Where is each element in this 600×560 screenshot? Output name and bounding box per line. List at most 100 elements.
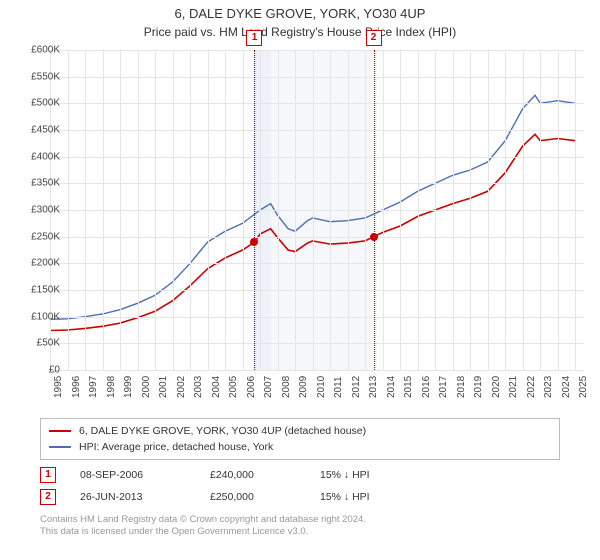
x-axis-label: 2016	[421, 376, 432, 398]
x-axis-label: 1997	[88, 376, 99, 398]
gridline-h	[50, 157, 584, 158]
gridline-v	[225, 50, 226, 370]
gridline-v	[575, 50, 576, 370]
sale-marker-icon: 2	[40, 489, 56, 505]
sale-price: £250,000	[210, 491, 320, 503]
gridline-v	[505, 50, 506, 370]
x-axis-label: 2017	[438, 376, 449, 398]
x-axis-label: 2019	[473, 376, 484, 398]
y-axis-label: £600K	[14, 45, 60, 56]
gridline-v	[330, 50, 331, 370]
gridline-h	[50, 103, 584, 104]
gridline-v	[278, 50, 279, 370]
x-axis-label: 2022	[526, 376, 537, 398]
x-axis-label: 2025	[578, 376, 589, 398]
y-axis-label: £300K	[14, 205, 60, 216]
sale-dot	[250, 238, 258, 246]
gridline-v	[488, 50, 489, 370]
sale-diff: 15% ↓ HPI	[320, 469, 430, 481]
gridline-h	[50, 50, 584, 51]
x-axis-label: 2005	[228, 376, 239, 398]
sale-diff: 15% ↓ HPI	[320, 491, 430, 503]
y-axis-label: £350K	[14, 178, 60, 189]
gridline-h	[50, 317, 584, 318]
gridline-v	[383, 50, 384, 370]
gridline-v	[243, 50, 244, 370]
gridline-h	[50, 370, 584, 371]
marker-label: 1	[246, 30, 262, 46]
y-axis-label: £200K	[14, 258, 60, 269]
marker-line	[374, 50, 375, 370]
x-axis-label: 2015	[403, 376, 414, 398]
gridline-v	[103, 50, 104, 370]
x-axis-label: 2009	[298, 376, 309, 398]
gridline-h	[50, 210, 584, 211]
gridline-h	[50, 183, 584, 184]
x-axis-label: 2008	[281, 376, 292, 398]
sale-dot	[370, 233, 378, 241]
attribution-line: Contains HM Land Registry data © Crown c…	[40, 514, 366, 526]
sales-table: 108-SEP-2006£240,00015% ↓ HPI 2 26-JUN-201…	[40, 464, 430, 508]
legend-label: HPI: Average price, detached house, York	[79, 441, 273, 453]
gridline-v	[540, 50, 541, 370]
sale-date: 08-SEP-2006	[80, 469, 210, 481]
gridline-v	[400, 50, 401, 370]
legend-label: 6, DALE DYKE GROVE, YORK, YO30 4UP (deta…	[79, 425, 366, 437]
sale-row: 2 26-JUN-2013£250,00015% ↓ HPI	[40, 486, 430, 508]
x-axis-label: 2001	[158, 376, 169, 398]
gridline-v	[190, 50, 191, 370]
x-axis-label: 2006	[246, 376, 257, 398]
gridline-v	[418, 50, 419, 370]
gridline-v	[155, 50, 156, 370]
gridline-v	[313, 50, 314, 370]
y-axis-label: £550K	[14, 71, 60, 82]
gridline-v	[453, 50, 454, 370]
sale-price: £240,000	[210, 469, 320, 481]
y-axis-label: £250K	[14, 231, 60, 242]
legend-box: 6, DALE DYKE GROVE, YORK, YO30 4UP (deta…	[40, 418, 560, 460]
legend-item: HPI: Average price, detached house, York	[49, 439, 551, 455]
x-axis-label: 1998	[106, 376, 117, 398]
gridline-v	[68, 50, 69, 370]
x-axis-label: 2007	[263, 376, 274, 398]
y-axis-label: £100K	[14, 311, 60, 322]
y-axis-label: £50K	[14, 338, 60, 349]
gridline-v	[470, 50, 471, 370]
gridline-v	[138, 50, 139, 370]
legend-swatch	[49, 430, 71, 432]
gridline-v	[260, 50, 261, 370]
y-axis-label: £450K	[14, 125, 60, 136]
gridline-v	[173, 50, 174, 370]
gridline-h	[50, 130, 584, 131]
gridline-v	[365, 50, 366, 370]
gridline-h	[50, 237, 584, 238]
chart-subtitle: Price paid vs. HM Land Registry's House …	[0, 23, 600, 39]
x-axis-label: 2024	[561, 376, 572, 398]
x-axis-label: 2023	[543, 376, 554, 398]
y-axis-label: £400K	[14, 151, 60, 162]
gridline-v	[435, 50, 436, 370]
x-axis-label: 2000	[141, 376, 152, 398]
x-axis-label: 2002	[176, 376, 187, 398]
sale-row: 108-SEP-2006£240,00015% ↓ HPI	[40, 464, 430, 486]
x-axis-label: 1999	[123, 376, 134, 398]
x-axis-label: 2014	[386, 376, 397, 398]
x-axis-label: 2003	[193, 376, 204, 398]
x-axis-label: 1995	[53, 376, 64, 398]
attribution-text: Contains HM Land Registry data © Crown c…	[40, 514, 366, 539]
x-axis-label: 2004	[211, 376, 222, 398]
y-axis-label: £500K	[14, 98, 60, 109]
sale-date: 26-JUN-2013	[80, 491, 210, 503]
legend-swatch	[49, 446, 71, 448]
y-axis-label: £150K	[14, 285, 60, 296]
x-axis-label: 2018	[456, 376, 467, 398]
gridline-v	[208, 50, 209, 370]
chart-container: 6, DALE DYKE GROVE, YORK, YO30 4UP Price…	[0, 0, 600, 560]
y-axis-label: £0	[14, 365, 60, 376]
x-axis-label: 2013	[368, 376, 379, 398]
x-axis-label: 2011	[333, 376, 344, 398]
x-axis-label: 1996	[71, 376, 82, 398]
attribution-line: This data is licensed under the Open Gov…	[40, 526, 366, 538]
gridline-v	[120, 50, 121, 370]
x-axis-label: 2012	[351, 376, 362, 398]
